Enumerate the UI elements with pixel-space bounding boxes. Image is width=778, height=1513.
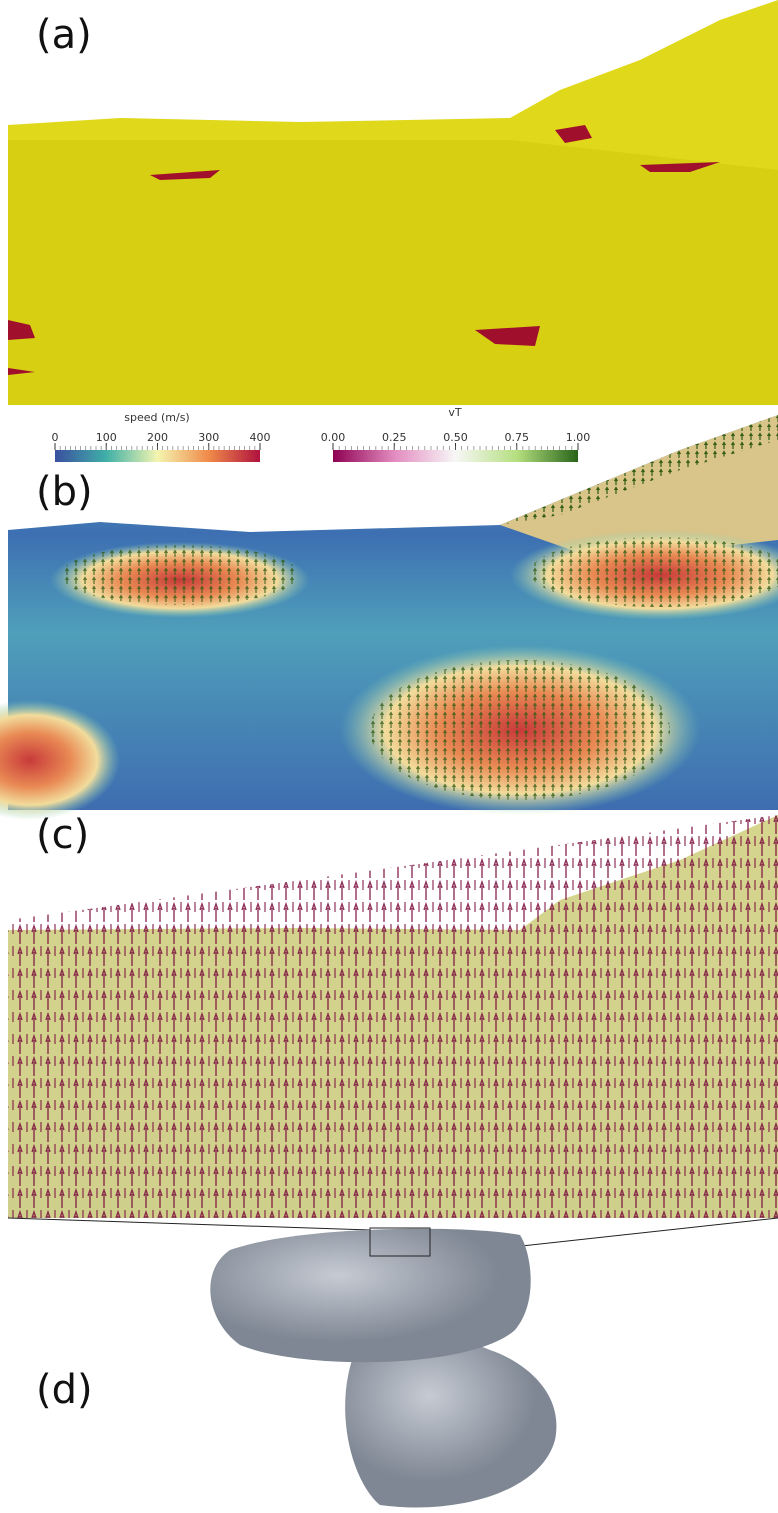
arrows — [8, 815, 778, 1218]
tick-label: 0.75 — [505, 431, 530, 444]
panel-label: (a) — [36, 12, 92, 58]
zoom-line — [8, 1218, 370, 1230]
panel-a: (a) — [8, 0, 778, 405]
terrain-shade — [8, 140, 778, 405]
tick-label: 200 — [147, 431, 168, 444]
colorbar — [55, 450, 260, 462]
panel-b: (b) — [0, 415, 778, 820]
arrows — [60, 545, 300, 605]
panel-d: (d) — [8, 1218, 778, 1507]
arrows — [370, 660, 670, 800]
colorbar-title: vT — [448, 406, 462, 419]
arrows — [530, 537, 778, 607]
tick-label: 100 — [96, 431, 117, 444]
tick-label: 1.00 — [566, 431, 591, 444]
colorbars: speed (m/s) vT 0 100 200 300 400 0.00 0.25 0.50… — [52, 406, 591, 462]
tick-label: 300 — [198, 431, 219, 444]
tick-label: 0 — [52, 431, 59, 444]
panel-label: (c) — [36, 812, 89, 858]
panel-label: (d) — [36, 1367, 93, 1413]
panel-c: (c) — [8, 812, 778, 1218]
tick-label: 400 — [250, 431, 271, 444]
panel-label: (b) — [36, 469, 93, 515]
colorbar — [333, 450, 578, 462]
tick-label: 0.50 — [443, 431, 468, 444]
tick-label: 0.25 — [382, 431, 407, 444]
tick-label: 0.00 — [321, 431, 346, 444]
colorbar-title: speed (m/s) — [124, 411, 189, 424]
figure: (a) (b) speed (m/s) vT 0 100 200 300 400 0.00… — [0, 0, 778, 1513]
